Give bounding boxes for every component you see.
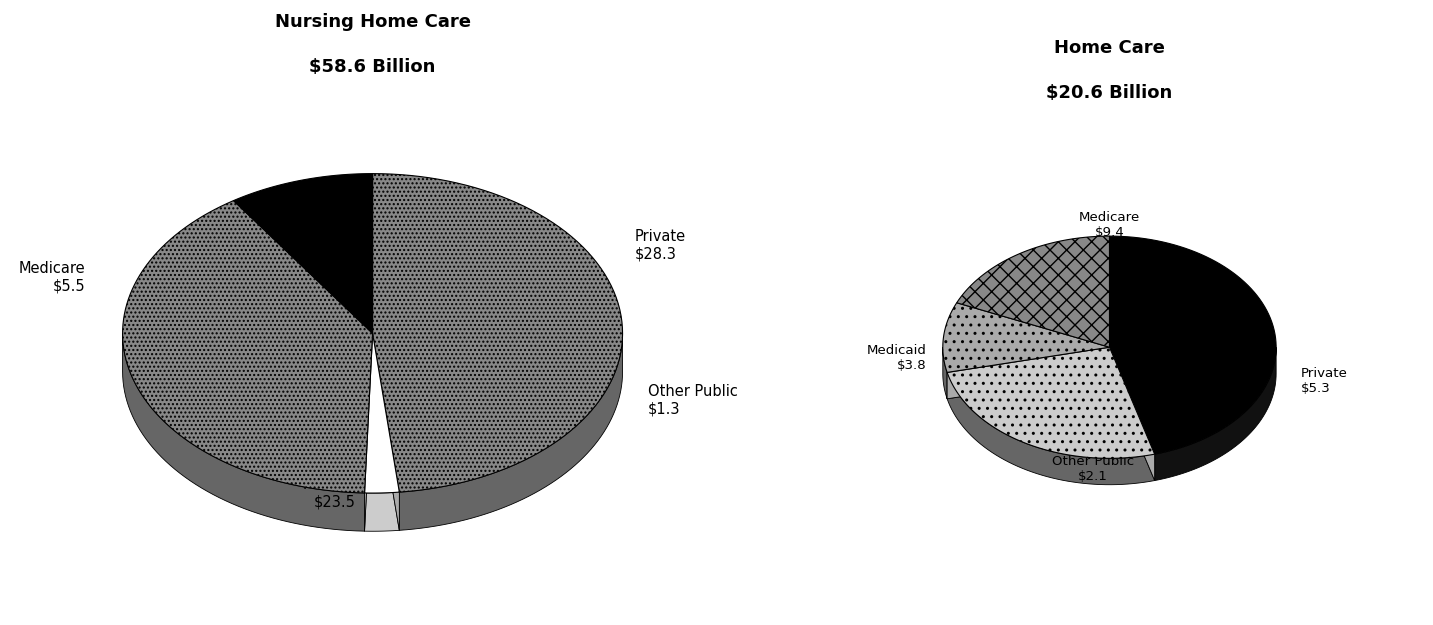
- Polygon shape: [373, 333, 400, 531]
- Text: Medicare
$5.5: Medicare $5.5: [19, 261, 85, 294]
- Polygon shape: [957, 236, 1109, 348]
- Polygon shape: [123, 333, 364, 531]
- Polygon shape: [364, 492, 400, 531]
- Text: Other Public
$1.3: Other Public $1.3: [648, 384, 738, 417]
- Polygon shape: [234, 174, 373, 333]
- Polygon shape: [400, 333, 622, 531]
- Polygon shape: [364, 333, 373, 531]
- Text: $58.6 Billion: $58.6 Billion: [310, 58, 436, 76]
- Text: Other Public
$2.1: Other Public $2.1: [1052, 456, 1134, 484]
- Polygon shape: [947, 372, 1155, 485]
- Text: $20.6 Billion: $20.6 Billion: [1046, 84, 1172, 102]
- Polygon shape: [373, 174, 622, 492]
- Polygon shape: [373, 333, 400, 531]
- Text: Medicaid
$23.5: Medicaid $23.5: [302, 477, 368, 509]
- Text: Private
$28.3: Private $28.3: [635, 229, 686, 262]
- Text: Medicare
$9.4: Medicare $9.4: [1079, 211, 1141, 239]
- Polygon shape: [943, 302, 1109, 372]
- Polygon shape: [123, 201, 373, 493]
- Text: Nursing Home Care: Nursing Home Care: [275, 13, 470, 31]
- Polygon shape: [943, 348, 947, 399]
- Text: Medicaid
$3.8: Medicaid $3.8: [867, 344, 926, 372]
- Polygon shape: [947, 348, 1109, 399]
- Polygon shape: [1109, 348, 1155, 481]
- Polygon shape: [364, 333, 373, 531]
- Polygon shape: [1109, 348, 1155, 481]
- Polygon shape: [947, 348, 1155, 458]
- Text: Private
$5.3: Private $5.3: [1301, 366, 1348, 394]
- Polygon shape: [364, 333, 400, 493]
- Polygon shape: [1109, 236, 1277, 454]
- Polygon shape: [1155, 348, 1277, 481]
- Polygon shape: [947, 348, 1109, 399]
- Text: Home Care: Home Care: [1055, 39, 1165, 57]
